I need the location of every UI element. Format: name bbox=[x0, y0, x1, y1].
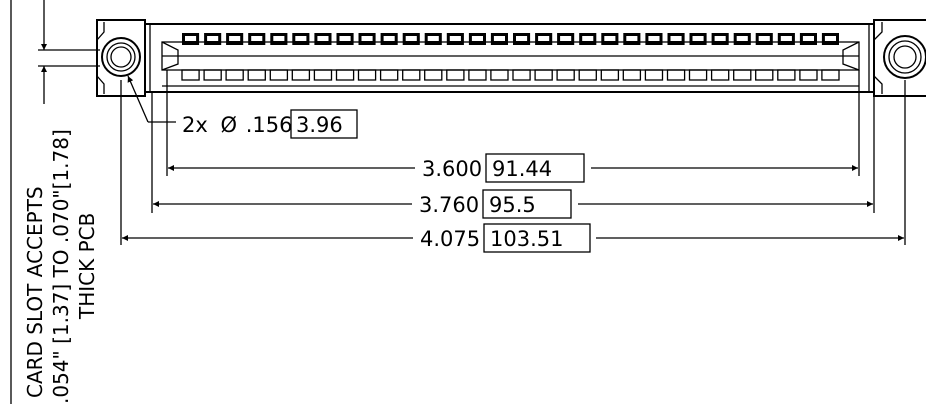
contact-top-window bbox=[273, 36, 285, 41]
contact-top-window bbox=[229, 36, 241, 41]
contact-top-window bbox=[692, 36, 704, 41]
contact-bottom bbox=[181, 69, 200, 81]
contact-top-window bbox=[560, 36, 572, 41]
contact-bottom bbox=[755, 69, 774, 81]
contact-bottom bbox=[402, 69, 421, 81]
contact-bottom bbox=[622, 69, 642, 81]
contact-top-window bbox=[449, 36, 461, 41]
contact-top-window bbox=[317, 36, 329, 41]
dim-3-mm-bracket bbox=[483, 223, 591, 253]
contact-top-window bbox=[427, 36, 439, 41]
contact-bottom bbox=[313, 69, 333, 81]
mounting-hole-right bbox=[883, 35, 926, 79]
contact-top-window bbox=[516, 36, 528, 41]
hole-callout: 2x Ø .156 3.96 bbox=[127, 75, 358, 139]
contact-bottom bbox=[379, 69, 399, 81]
contact-top-window bbox=[824, 36, 836, 41]
hole-diameter-inch: .156 bbox=[246, 113, 293, 137]
contact-top-window bbox=[339, 36, 351, 41]
svg-text:2x Ø .156: 2x Ø .156 bbox=[182, 113, 292, 137]
contacts-bottom-row bbox=[181, 69, 840, 81]
hole-mm-bracket bbox=[290, 109, 358, 139]
contact-bottom bbox=[512, 69, 531, 81]
contact-top-window bbox=[295, 36, 307, 41]
contact-bottom bbox=[733, 69, 752, 81]
contact-top-window bbox=[626, 36, 638, 41]
contact-bottom bbox=[335, 69, 355, 81]
contact-bottom bbox=[291, 69, 311, 81]
contact-top-window bbox=[251, 36, 263, 41]
connector-body bbox=[96, 19, 926, 97]
contact-bottom bbox=[203, 69, 222, 81]
contacts-top-row bbox=[182, 33, 839, 45]
note-line-2: .054" [1.37] TO .070"[1.78] bbox=[49, 129, 73, 404]
contact-top-window bbox=[405, 36, 417, 41]
contact-top-window bbox=[471, 36, 483, 41]
note-line-3: THICK PCB bbox=[75, 213, 99, 320]
contact-bottom bbox=[556, 69, 575, 81]
hole-qty: 2x bbox=[182, 113, 208, 137]
note-line-1: CARD SLOT ACCEPTS bbox=[23, 186, 47, 398]
dim-3-mm: 103.51 bbox=[490, 227, 563, 251]
contact-bottom bbox=[821, 69, 840, 81]
mounting-hole-left bbox=[101, 37, 141, 77]
contact-bottom bbox=[600, 69, 620, 81]
contact-top-window bbox=[493, 36, 505, 41]
dim-3-inch: 4.075 bbox=[420, 227, 480, 251]
contact-bottom bbox=[225, 69, 244, 81]
contact-bottom bbox=[269, 69, 289, 81]
contact-top-window bbox=[538, 36, 550, 41]
contact-top-window bbox=[604, 36, 616, 41]
contact-bottom bbox=[424, 69, 443, 81]
contact-top-window bbox=[802, 36, 814, 41]
contact-bottom bbox=[710, 69, 730, 81]
contact-top-window bbox=[185, 36, 197, 41]
contact-bottom bbox=[446, 69, 465, 81]
contact-top-window bbox=[758, 36, 770, 41]
contact-bottom bbox=[666, 69, 686, 81]
dim-1-mm-bracket bbox=[485, 153, 585, 183]
card-slot-note: CARD SLOT ACCEPTS .054" [1.37] TO .070"[… bbox=[23, 129, 99, 404]
extension-lines bbox=[120, 70, 906, 245]
contact-bottom bbox=[799, 69, 818, 81]
contact-top-window bbox=[780, 36, 792, 41]
dim-2-mm-bracket bbox=[482, 189, 572, 219]
contact-bottom bbox=[490, 69, 509, 81]
contact-top-window bbox=[582, 36, 594, 41]
contact-bottom bbox=[777, 69, 796, 81]
dim-1-inch: 3.600 bbox=[422, 157, 482, 181]
dimension-4075: 4.075 103.51 bbox=[122, 223, 904, 253]
contact-top-window bbox=[736, 36, 748, 41]
contact-bottom bbox=[534, 69, 553, 81]
contact-bottom bbox=[688, 69, 708, 81]
dim-1-mm: 91.44 bbox=[492, 157, 552, 181]
dimension-3600: 3.600 91.44 bbox=[168, 153, 858, 183]
hole-diameter-mm: 3.96 bbox=[296, 113, 343, 137]
contact-bottom bbox=[468, 69, 487, 81]
diameter-symbol: Ø bbox=[220, 113, 237, 137]
contact-top-window bbox=[670, 36, 682, 41]
contact-bottom bbox=[357, 69, 377, 81]
contact-bottom bbox=[247, 69, 266, 81]
contact-bottom bbox=[578, 69, 597, 81]
contact-top-window bbox=[714, 36, 726, 41]
pcb-thickness-dimension bbox=[38, 0, 100, 104]
contact-top-window bbox=[648, 36, 660, 41]
contact-top-window bbox=[207, 36, 219, 41]
dim-2-mm: 95.5 bbox=[489, 193, 536, 217]
dimension-3760: 3.760 95.5 bbox=[153, 189, 873, 219]
contact-top-window bbox=[383, 36, 395, 41]
dim-2-inch: 3.760 bbox=[419, 193, 479, 217]
contact-top-window bbox=[361, 36, 373, 41]
contact-bottom bbox=[644, 69, 664, 81]
